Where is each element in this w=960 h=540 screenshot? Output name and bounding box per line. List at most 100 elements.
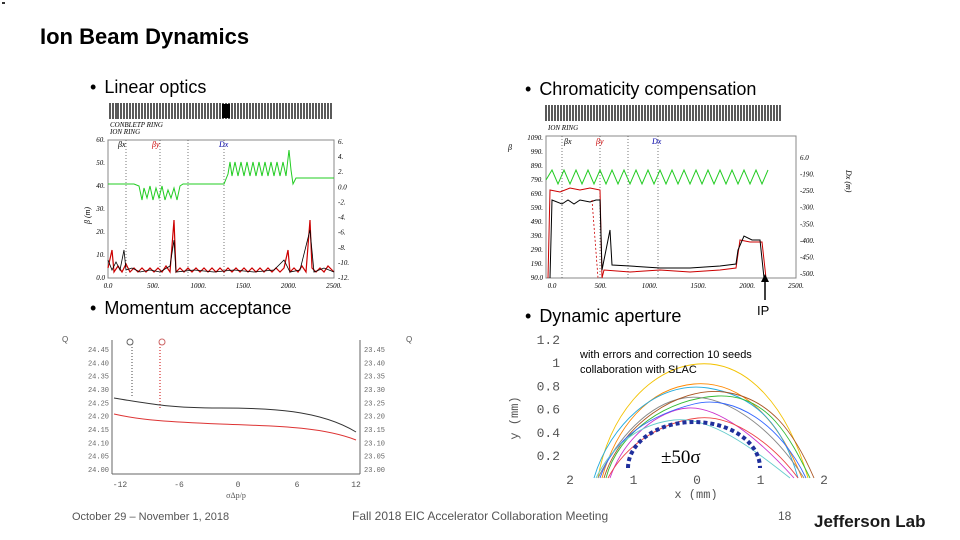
momentum-y-tick: 24.40 [88, 360, 109, 368]
chroma-beta-black [549, 199, 765, 279]
aperture-xlabel: x (mm) [674, 488, 717, 500]
aperture-y-ticks: 1.2 1 0.8 0.6 0.4 0.2 [537, 333, 561, 464]
aperture-y-tick: 0.6 [537, 403, 560, 418]
chroma-y-left-label: β [507, 143, 512, 152]
chroma-legend-by: βy [595, 137, 604, 146]
momentum-y-tick: 24.20 [88, 414, 109, 422]
da-note-line1: with errors and correction 10 seeds [580, 349, 752, 361]
momentum-xlabel: σΔp/p [226, 491, 246, 500]
chroma-header-1: ION RING [547, 124, 578, 132]
momentum-y-tick: 24.00 [88, 467, 109, 475]
momentum-y-right-tick: 23.05 [364, 454, 385, 462]
momentum-y-tick: 24.35 [88, 374, 109, 382]
chroma-y-tick: 90.0 [531, 274, 544, 282]
chroma-y-right-tick: -500. [800, 270, 815, 278]
bullet-linear-optics: • Linear optics [90, 77, 207, 97]
momentum-y-tick: 24.15 [88, 427, 109, 435]
bullet-dynamic-aperture-label: Dynamic aperture [539, 306, 682, 326]
chroma-y-tick: 490. [531, 218, 544, 226]
momentum-x-tick: 0 [236, 481, 241, 490]
linear-y-right-tick: -8. [338, 244, 346, 252]
corner-mark [2, 2, 5, 4]
chroma-y-tick: 190. [531, 260, 544, 268]
linear-optics-plot: CONBLETP RING ION RING 60. 50. 40. 30. 20. 10… [84, 100, 384, 295]
momentum-y-tick: 24.45 [88, 347, 109, 355]
momentum-y-right-tick: 23.45 [364, 347, 385, 355]
chroma-y-tick: 590. [531, 204, 544, 212]
linear-axes [107, 139, 335, 279]
aperture-y-tick: 0.2 [537, 449, 560, 464]
chroma-legend-dx: Dx [651, 137, 662, 146]
aperture-seed-curves [593, 363, 815, 479]
momentum-x-tick: -12 [113, 481, 128, 490]
bullet-dynamic-aperture: • Dynamic aperture [525, 306, 682, 326]
linear-y-right-tick: 0.0 [338, 183, 347, 191]
aperture-x-tick: 2 [566, 473, 574, 488]
linear-y-right-tick: -12. [338, 274, 349, 282]
dynamic-aperture-plot: y (mm) 1.2 1 0.8 0.6 0.4 0.2 2 1 0 1 2 x (mm) [498, 328, 838, 500]
momentum-y-tick: 24.10 [88, 440, 109, 448]
chroma-y-right-tick: -190. [800, 171, 815, 179]
chroma-lattice-ticks [545, 105, 781, 121]
chroma-axes [545, 135, 797, 279]
linear-y-right-tick: -6. [338, 229, 346, 237]
momentum-curve-black [113, 397, 357, 433]
linear-dispersion-curve [108, 149, 334, 201]
momentum-x-tick: 6 [295, 481, 300, 490]
linear-legend-by: βy [151, 140, 160, 149]
aperture-y-tick: 1 [552, 356, 560, 371]
chroma-y-tick: 1090. [527, 134, 543, 142]
momentum-acceptance-plot: Q Q 24.4524.4024.3524.3024.2524.2024.152… [60, 332, 425, 502]
momentum-y-tick: 24.25 [88, 400, 109, 408]
jefferson-lab-logo-text: Jefferson Lab [814, 512, 926, 531]
linear-y-right-ticks: 6. 4. 2. 0.0 -2. -4. -6. -8. -10. -12. [338, 138, 349, 282]
linear-y-left-label: β (m) [84, 207, 92, 225]
footer-meeting: Fall 2018 EIC Accelerator Collaboration … [352, 509, 609, 523]
jefferson-lab-logo: Jefferson Lab [814, 512, 925, 532]
momentum-y-right-tick: 23.15 [364, 427, 385, 435]
bullet-momentum: • Momentum acceptance [90, 298, 292, 318]
linear-beta-red [107, 219, 335, 274]
linear-beta-black [107, 229, 335, 273]
linear-y-tick: 60. [96, 136, 105, 144]
aperture-x-tick: 1 [630, 473, 638, 488]
momentum-y-right-tick: 23.10 [364, 440, 385, 448]
linear-y-right-tick: -2. [338, 198, 346, 206]
fifty-sigma-label: ±50σ [661, 447, 701, 468]
chroma-y-tick: 290. [531, 246, 544, 254]
chroma-y-tick: 390. [530, 232, 544, 240]
momentum-x-tick: -6 [174, 481, 184, 490]
fifty-sigma-arc [626, 420, 762, 469]
momentum-y-left-ticks: 24.45 24.40 24.35 24.30 24.25 24.20 24.15 24.10… [88, 347, 109, 475]
linear-y-tick: 0.0 [96, 274, 105, 282]
chroma-dispersion-curve [545, 168, 769, 186]
momentum-y-right-tick: 23.25 [364, 400, 385, 408]
linear-lattice-ticks [109, 103, 332, 119]
linear-y-tick: 40. [96, 182, 105, 190]
linear-y-right-tick: -10. [338, 259, 349, 267]
momentum-y-right-tick: 23.00 [364, 467, 385, 475]
chroma-legend-bx: βx [563, 137, 572, 146]
chroma-x-tick: 1000. [642, 282, 658, 290]
chroma-y-right-ticks: 6.0 -190. -250. -300. -350. -400. -450. -500. [800, 154, 815, 278]
chroma-x-tick: 1500. [691, 282, 707, 290]
momentum-curve-red [113, 413, 357, 441]
linear-y-tick: 50. [96, 159, 105, 167]
aperture-y-tick: 0.4 [537, 426, 561, 441]
footer-date: October 29 – November 1, 2018 [72, 511, 230, 523]
linear-x-tick: 0.0 [104, 282, 113, 290]
linear-x-ticks: 0.0 500. 1000. 1500. 2000. 2500. [104, 282, 343, 290]
aperture-ylabel: y (mm) [508, 396, 522, 439]
chroma-y-tick: 690. [531, 190, 544, 198]
linear-y-tick: 30. [95, 205, 105, 213]
momentum-y-right-tick: 23.20 [364, 414, 385, 422]
linear-legend-bx: βx [117, 140, 126, 149]
linear-header-1: CONBLETP RING [110, 121, 163, 129]
chroma-y-right-tick: -450. [800, 253, 815, 261]
chroma-x-tick: 2500. [788, 282, 804, 290]
linear-x-tick: 1500. [236, 282, 252, 290]
linear-y-right-tick: 4. [338, 153, 344, 161]
da-note-line2: collaboration with SLAC [580, 364, 697, 376]
aperture-x-tick: 2 [820, 473, 828, 488]
linear-legend-dx: Dx [218, 140, 229, 149]
